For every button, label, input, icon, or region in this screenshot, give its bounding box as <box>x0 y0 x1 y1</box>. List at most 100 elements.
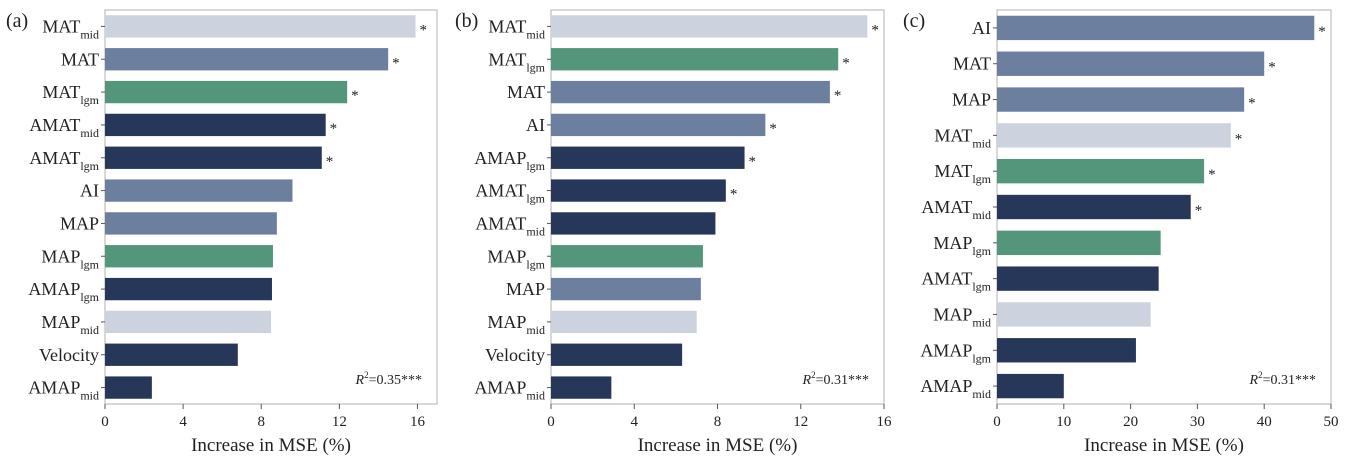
panel-label: (c) <box>903 10 925 32</box>
category-label: MAPmid <box>933 304 991 329</box>
bar <box>551 80 830 104</box>
bar <box>997 338 1136 363</box>
panel-2: (b) MATmid * MATlgm * MAT * AI * AMAPlgm * AMATlgm *… <box>455 9 892 456</box>
category-label: AMAPmid <box>474 378 545 403</box>
bar <box>997 266 1159 291</box>
r2-annotation: R2=0.31*** <box>1249 370 1316 388</box>
x-tick-label: 4 <box>179 414 187 430</box>
category-label: Velocity <box>485 345 545 365</box>
bar <box>105 310 271 334</box>
bar <box>105 15 416 38</box>
category-label: MATmid <box>934 125 991 150</box>
bar <box>551 48 839 71</box>
x-tick-label: 30 <box>1190 414 1205 430</box>
bar <box>997 230 1161 255</box>
bar <box>997 194 1191 220</box>
x-tick-label: 8 <box>257 414 265 430</box>
bar <box>997 51 1265 76</box>
significance-mark: * <box>330 121 338 137</box>
significance-mark: * <box>326 154 334 170</box>
x-tick-label: 40 <box>1257 414 1272 430</box>
bar <box>551 179 726 202</box>
category-label: Velocity <box>39 345 99 365</box>
significance-mark: * <box>1318 24 1326 40</box>
x-tick-label: 50 <box>1324 414 1339 430</box>
significance-mark: * <box>392 55 400 71</box>
bar <box>105 343 238 366</box>
category-label: MAP <box>60 213 99 233</box>
x-tick-label: 16 <box>410 414 426 430</box>
bar <box>997 15 1315 41</box>
category-label: AMATlgm <box>475 181 545 206</box>
category-label: AMATmid <box>29 115 99 140</box>
significance-mark: * <box>769 121 777 137</box>
category-label: AMAPmid <box>28 378 99 403</box>
category-label: MATmid <box>42 16 99 41</box>
bar <box>105 245 273 268</box>
bar <box>105 277 272 301</box>
r2-annotation: R2=0.31*** <box>802 370 869 388</box>
category-label: MAPmid <box>487 312 545 337</box>
panel-3: (c) AI * MAT * MAP * MATmid * MATlgm * AMATmid * MAPl… <box>903 9 1339 456</box>
bar <box>105 80 348 104</box>
bar <box>551 113 766 137</box>
significance-mark: * <box>1268 60 1276 76</box>
significance-mark: * <box>351 88 359 104</box>
x-tick-label: 12 <box>793 414 808 430</box>
category-label: AI <box>526 115 545 135</box>
x-tick-label: 20 <box>1123 414 1138 430</box>
bar <box>105 212 277 235</box>
bar <box>551 343 683 366</box>
x-axis-title: Increase in MSE (%) <box>191 435 351 456</box>
x-tick-label: 10 <box>1056 414 1071 430</box>
category-label: AMAPlgm <box>474 148 545 173</box>
category-label: AMATlgm <box>29 148 99 173</box>
category-label: AMAPlgm <box>920 340 991 365</box>
bar <box>105 376 152 399</box>
category-label: MAPlgm <box>487 246 545 271</box>
category-label: MAPlgm <box>41 246 99 271</box>
x-tick-label: 8 <box>714 414 722 430</box>
category-label: AI <box>972 18 991 38</box>
x-tick-label: 12 <box>332 414 347 430</box>
significance-mark: * <box>749 154 757 170</box>
category-label: MAT <box>61 49 99 69</box>
significance-mark: * <box>834 88 842 104</box>
bar <box>551 376 612 399</box>
bar <box>105 113 326 137</box>
category-label: AMATlgm <box>921 269 991 294</box>
significance-mark: * <box>730 187 738 203</box>
significance-mark: * <box>420 22 428 38</box>
bar <box>551 146 745 169</box>
category-label: AMAPmid <box>920 376 991 401</box>
bar <box>997 373 1064 399</box>
category-label: MAT <box>953 54 991 74</box>
category-label: MAT <box>507 82 545 102</box>
category-label: AMAPlgm <box>28 279 99 304</box>
x-axis-title: Increase in MSE (%) <box>638 435 798 456</box>
significance-mark: * <box>1208 167 1216 183</box>
x-tick-label: 0 <box>993 414 1001 430</box>
category-label: AI <box>80 181 99 201</box>
panel-label: (a) <box>6 10 28 32</box>
bar <box>551 245 703 268</box>
bar <box>997 302 1151 327</box>
category-label: MATlgm <box>488 49 545 74</box>
significance-mark: * <box>1235 131 1243 147</box>
category-label: MATlgm <box>42 82 99 107</box>
bar <box>997 159 1205 184</box>
significance-mark: * <box>1195 203 1203 219</box>
x-tick-label: 0 <box>547 414 555 430</box>
bar <box>551 15 868 38</box>
plot-frame <box>104 9 438 405</box>
bar <box>997 87 1245 112</box>
bar <box>105 146 322 169</box>
x-tick-label: 4 <box>631 414 639 430</box>
x-tick-label: 0 <box>101 414 109 430</box>
bar <box>551 212 716 235</box>
significance-mark: * <box>1248 96 1256 112</box>
r2-annotation: R2=0.35*** <box>355 370 422 388</box>
category-label: MATmid <box>488 16 545 41</box>
